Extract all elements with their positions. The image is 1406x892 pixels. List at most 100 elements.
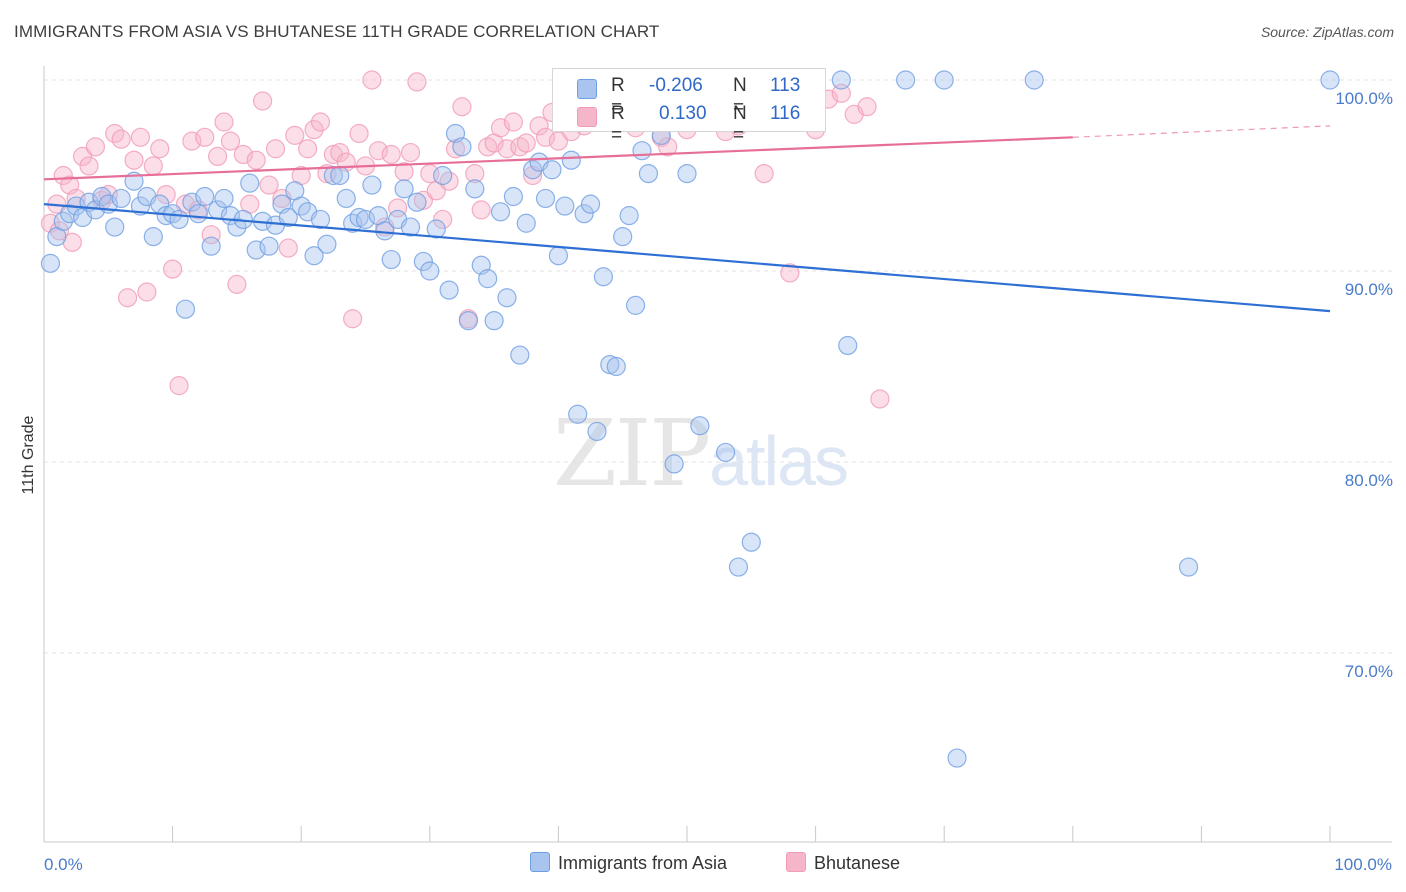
- data-point-bhutanese: [433, 209, 453, 230]
- data-point-bhutanese: [548, 131, 569, 151]
- data-point-asia: [934, 70, 954, 90]
- data-point-asia: [426, 219, 446, 239]
- data-point-asia: [632, 141, 652, 161]
- data-point-asia: [336, 188, 356, 209]
- data-point-asia: [490, 202, 511, 222]
- legend-r-value: 0.130: [659, 103, 707, 124]
- data-point-bhutanese: [471, 200, 491, 220]
- data-point-bhutanese: [265, 139, 286, 159]
- x-tick-label-max: 100.0%: [1334, 855, 1392, 874]
- data-point-asia: [664, 454, 684, 474]
- data-point-bhutanese: [214, 112, 234, 132]
- data-point-bhutanese: [529, 116, 549, 136]
- data-point-asia: [40, 253, 61, 273]
- data-point-asia: [1024, 70, 1044, 90]
- data-point-asia: [606, 356, 626, 377]
- data-point-bhutanese: [143, 156, 163, 176]
- data-point-asia: [503, 186, 523, 207]
- data-point-asia: [400, 217, 421, 237]
- data-point-bhutanese: [330, 142, 350, 163]
- data-point-asia: [619, 206, 639, 226]
- data-point-asia: [741, 532, 761, 552]
- legend-n-label: N =: [733, 103, 747, 146]
- legend-item-asia[interactable]: Immigrants from Asia: [530, 852, 727, 874]
- data-point-asia: [677, 163, 697, 184]
- data-point-asia: [407, 192, 427, 212]
- data-point-asia: [548, 246, 569, 266]
- data-point-asia: [188, 204, 208, 224]
- data-point-asia: [111, 188, 131, 209]
- data-point-bhutanese: [124, 150, 144, 170]
- data-point-asia: [420, 261, 440, 281]
- data-point-asia: [715, 442, 736, 463]
- data-point-bhutanese: [220, 131, 241, 151]
- data-point-asia: [394, 179, 414, 199]
- data-point-asia: [625, 295, 646, 315]
- data-point-asia: [896, 70, 916, 90]
- trend-line-bhutanese: [43, 136, 1073, 181]
- data-point-asia: [535, 188, 556, 209]
- data-point-asia: [580, 194, 601, 214]
- data-point-asia: [1320, 70, 1340, 90]
- data-point-bhutanese: [362, 70, 382, 90]
- chart-title: IMMIGRANTS FROM ASIA VS BHUTANESE 11TH G…: [14, 22, 660, 41]
- data-point-asia: [201, 236, 221, 256]
- x-tick-marks: [43, 826, 1331, 842]
- data-point-bhutanese: [72, 146, 93, 166]
- data-point-asia: [259, 236, 279, 256]
- data-point-bhutanese: [298, 139, 318, 159]
- data-point-bhutanese: [227, 274, 247, 294]
- data-point-bhutanese: [452, 97, 472, 117]
- y-tick-label: 80.0%: [1345, 471, 1393, 490]
- data-point-asia: [458, 311, 478, 331]
- y-tick-label: 100.0%: [1335, 89, 1393, 108]
- data-point-asia: [516, 213, 536, 233]
- data-point-bhutanese: [163, 259, 183, 279]
- data-point-asia: [105, 217, 125, 237]
- axes: [43, 66, 1392, 843]
- data-point-asia: [195, 186, 215, 207]
- data-point-asia: [555, 196, 575, 216]
- legend-label-bhutanese: Bhutanese: [814, 853, 901, 873]
- legend-label-asia: Immigrants from Asia: [558, 853, 728, 873]
- data-point-bhutanese: [182, 131, 202, 151]
- data-point-bhutanese: [831, 83, 851, 103]
- data-point-bhutanese: [169, 376, 189, 396]
- data-point-bhutanese: [117, 288, 138, 308]
- data-point-bhutanese: [400, 142, 421, 163]
- data-point-bhutanese: [349, 123, 369, 144]
- data-point-bhutanese: [130, 127, 151, 147]
- data-point-bhutanese: [754, 163, 774, 184]
- data-point-asia: [638, 163, 659, 184]
- data-point-bhutanese: [516, 133, 536, 153]
- data-point-bhutanese: [304, 120, 324, 140]
- data-point-asia: [497, 288, 517, 308]
- trend-line-bhutanese-extension: [1072, 125, 1331, 138]
- data-point-bhutanese: [285, 125, 305, 145]
- data-point-bhutanese: [857, 97, 877, 117]
- data-point-bhutanese: [503, 112, 523, 132]
- data-point-asia: [433, 165, 453, 186]
- data-point-asia: [593, 267, 614, 287]
- data-point-asia: [542, 160, 562, 180]
- data-point-bhutanese: [394, 162, 414, 182]
- data-point-asia: [60, 204, 80, 224]
- data-point-bhutanese: [278, 238, 298, 258]
- y-tick-labels: 100.0% 90.0% 80.0% 70.0%: [1335, 89, 1393, 681]
- legend-item-bhutanese[interactable]: Bhutanese: [786, 852, 900, 874]
- data-point-asia: [317, 234, 337, 254]
- data-point-asia: [278, 207, 298, 228]
- data-point-asia: [169, 209, 189, 230]
- y-axis-label: 11th Grade: [20, 415, 37, 494]
- trend-line-asia: [43, 203, 1331, 313]
- data-point-asia: [381, 249, 401, 270]
- data-point-bhutanese: [85, 137, 106, 157]
- legend-n-label: N =: [733, 75, 747, 118]
- data-point-bhutanese: [381, 144, 401, 165]
- data-point-asia: [227, 217, 247, 237]
- data-point-bhutanese: [201, 225, 221, 245]
- source-label: Source: ZipAtlas.com: [1260, 24, 1394, 40]
- data-point-asia: [690, 416, 710, 436]
- data-point-bhutanese: [535, 127, 556, 147]
